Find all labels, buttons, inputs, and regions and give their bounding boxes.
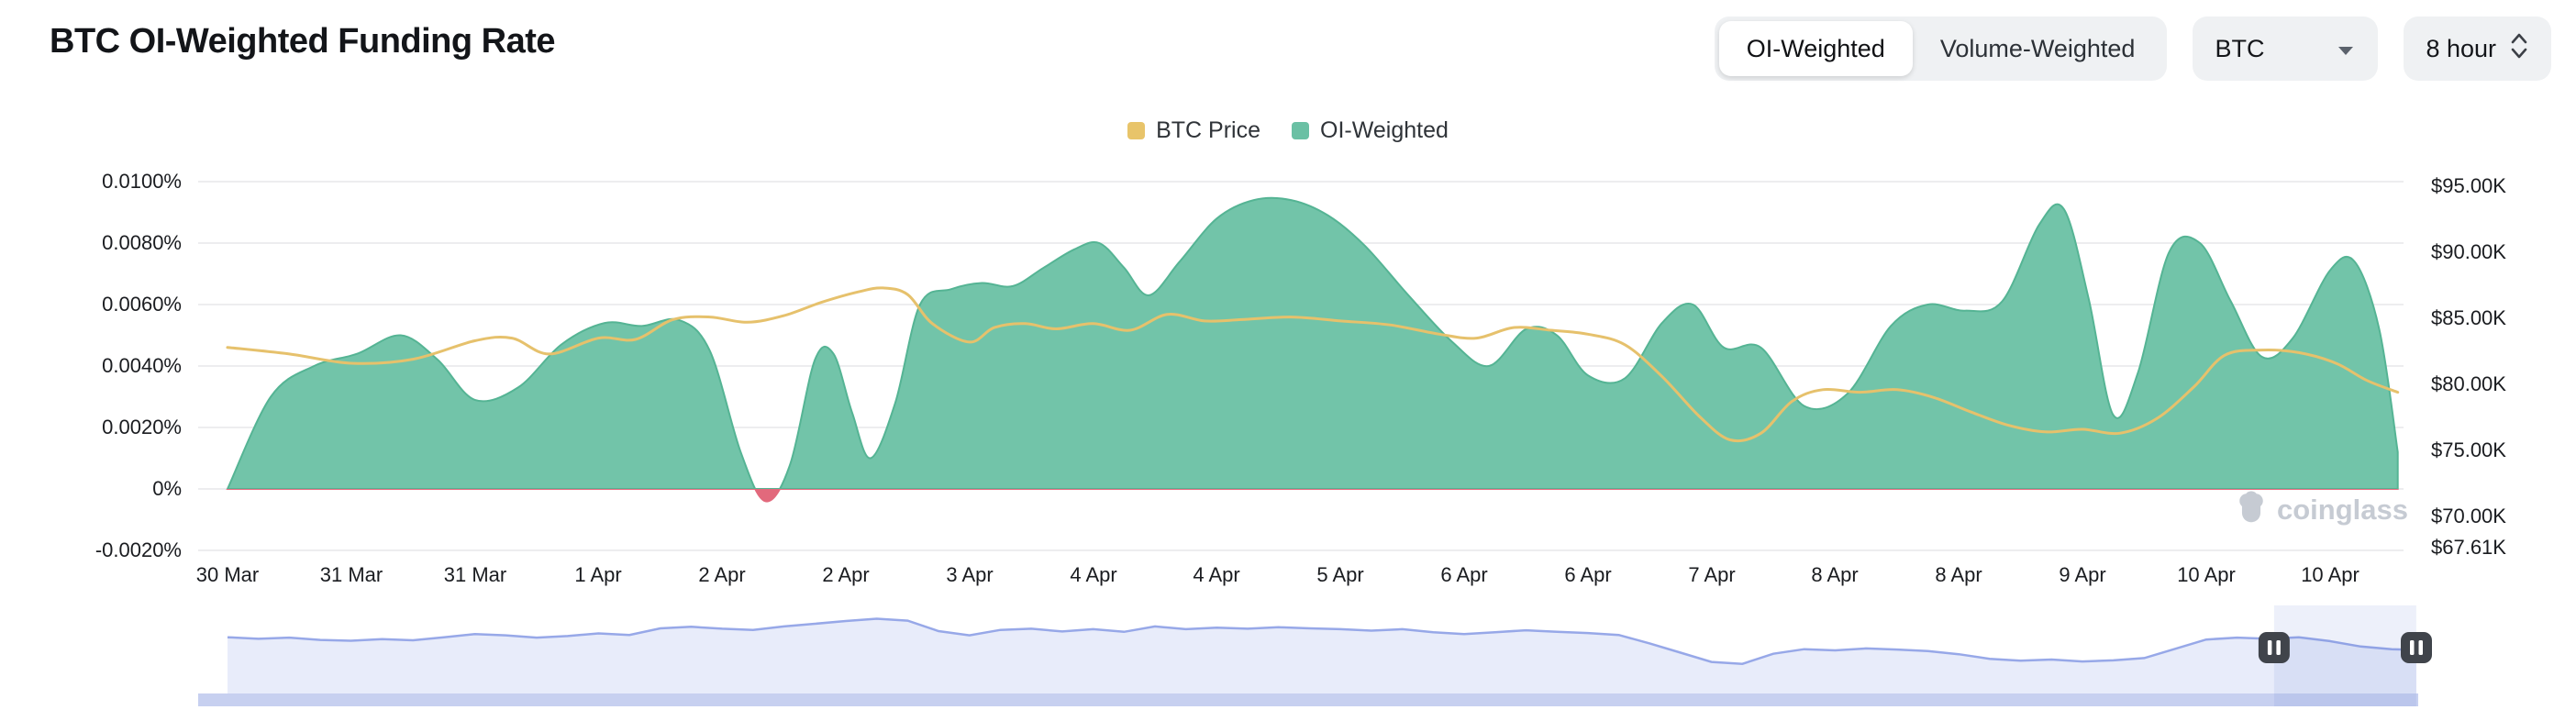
legend-item-oi-weighted[interactable]: OI-Weighted <box>1292 117 1449 144</box>
legend-item-btc-price[interactable]: BTC Price <box>1127 117 1260 144</box>
navigator-handle-right[interactable] <box>2401 632 2432 663</box>
legend-label: BTC Price <box>1156 117 1260 143</box>
toggle-oi-weighted[interactable]: OI-Weighted <box>1718 21 1913 76</box>
oi-weighted-swatch <box>1292 122 1309 139</box>
btc-price-swatch <box>1127 122 1146 139</box>
page-title: BTC OI-Weighted Funding Rate <box>50 22 556 61</box>
navigator[interactable] <box>0 605 2576 721</box>
navigator-window[interactable] <box>2273 605 2416 706</box>
weighting-toggle: OI-Weighted Volume-Weighted <box>1714 17 2168 81</box>
interval-select-value: 8 hour <box>2426 34 2496 62</box>
coin-select-value: BTC <box>2215 34 2265 62</box>
up-down-chevrons-icon <box>2509 31 2529 67</box>
legend-label: OI-Weighted <box>1320 117 1449 143</box>
funding-area-negative <box>226 489 2399 503</box>
chevron-down-icon <box>2336 35 2356 63</box>
interval-select[interactable]: 8 hour <box>2404 17 2551 81</box>
chart-legend: BTC Price OI-Weighted <box>0 117 2576 144</box>
coin-select[interactable]: BTC <box>2193 17 2379 81</box>
navigator-area <box>228 618 2416 693</box>
navigator-handle-left[interactable] <box>2258 632 2290 663</box>
chart-controls: OI-Weighted Volume-Weighted BTC 8 hour <box>1714 17 2551 81</box>
navigator-line <box>227 617 2417 665</box>
funding-rate-chart[interactable] <box>0 156 2576 592</box>
funding-area-positive <box>226 196 2399 489</box>
navigator-track-bar[interactable] <box>198 693 2418 706</box>
toggle-volume-weighted[interactable]: Volume-Weighted <box>1939 34 2136 62</box>
btc-price-line <box>226 286 2400 443</box>
